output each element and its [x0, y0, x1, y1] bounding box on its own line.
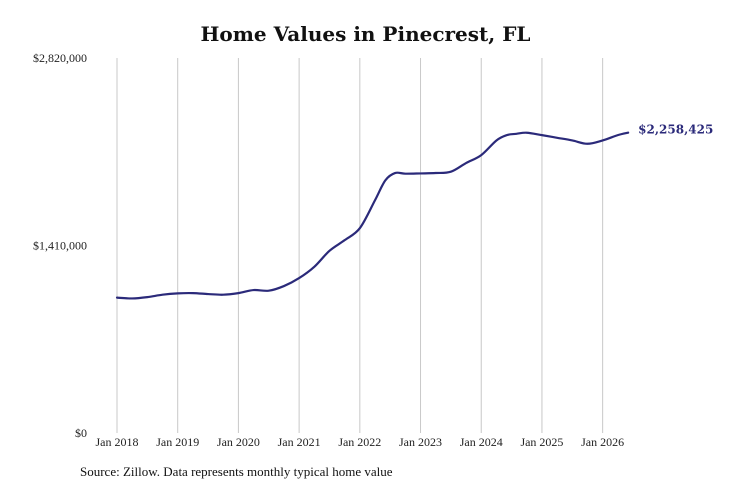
y-tick-label: $1,410,000	[33, 239, 87, 253]
x-tick-label: Jan 2022	[338, 435, 381, 449]
y-tick-label: $2,820,000	[33, 51, 87, 65]
x-tick-label: Jan 2019	[156, 435, 199, 449]
source-note: Source: Zillow. Data represents monthly …	[80, 464, 393, 479]
y-tick-label: $0	[75, 426, 87, 440]
x-tick-label: Jan 2023	[399, 435, 442, 449]
x-tick-label: Jan 2024	[460, 435, 503, 449]
data-labels: $2,258,425	[638, 123, 713, 137]
end-value-label: $2,258,425	[638, 123, 713, 137]
x-tick-label: Jan 2021	[278, 435, 321, 449]
x-tick-label: Jan 2026	[581, 435, 624, 449]
x-tick-label: Jan 2018	[96, 435, 139, 449]
gridlines	[116, 58, 604, 433]
y-axis-tick-labels: $0 $1,410,000 $2,820,000	[33, 51, 87, 440]
series-lines	[115, 131, 630, 300]
x-tick-label: Jan 2020	[217, 435, 260, 449]
chart-title: Home Values in Pinecrest, FL	[200, 22, 531, 46]
series-line	[115, 131, 630, 300]
x-tick-label: Jan 2025	[520, 435, 563, 449]
x-axis-tick-labels: Jan 2018 Jan 2019 Jan 2020 Jan 2021 Jan 2022…	[96, 435, 625, 449]
